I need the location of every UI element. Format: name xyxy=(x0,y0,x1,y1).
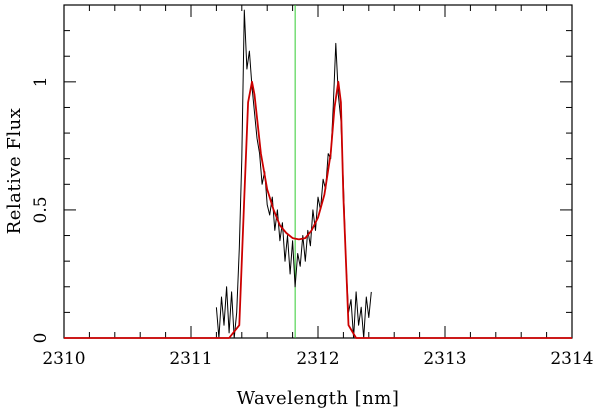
x-tick-label: 2310 xyxy=(42,349,85,369)
plot-area xyxy=(64,5,572,339)
tick-labels: 2310 2311 2312 2313 2314 0 0.5 1 xyxy=(31,76,594,369)
x-axis-label: Wavelength [nm] xyxy=(237,388,400,409)
y-tick-label: 0.5 xyxy=(31,196,51,223)
y-tick-label: 0 xyxy=(31,333,51,344)
y-tick-label: 1 xyxy=(31,76,51,87)
x-tick-label: 2314 xyxy=(550,349,593,369)
x-tick-label: 2313 xyxy=(423,349,466,369)
plot-frame xyxy=(63,4,573,339)
axis-ticks xyxy=(63,4,573,339)
x-tick-label: 2311 xyxy=(169,349,212,369)
observed-spectrum-line xyxy=(215,9,372,339)
x-tick-label: 2312 xyxy=(296,349,339,369)
model-fit-line xyxy=(64,80,572,339)
y-axis-label: Relative Flux xyxy=(4,108,25,235)
